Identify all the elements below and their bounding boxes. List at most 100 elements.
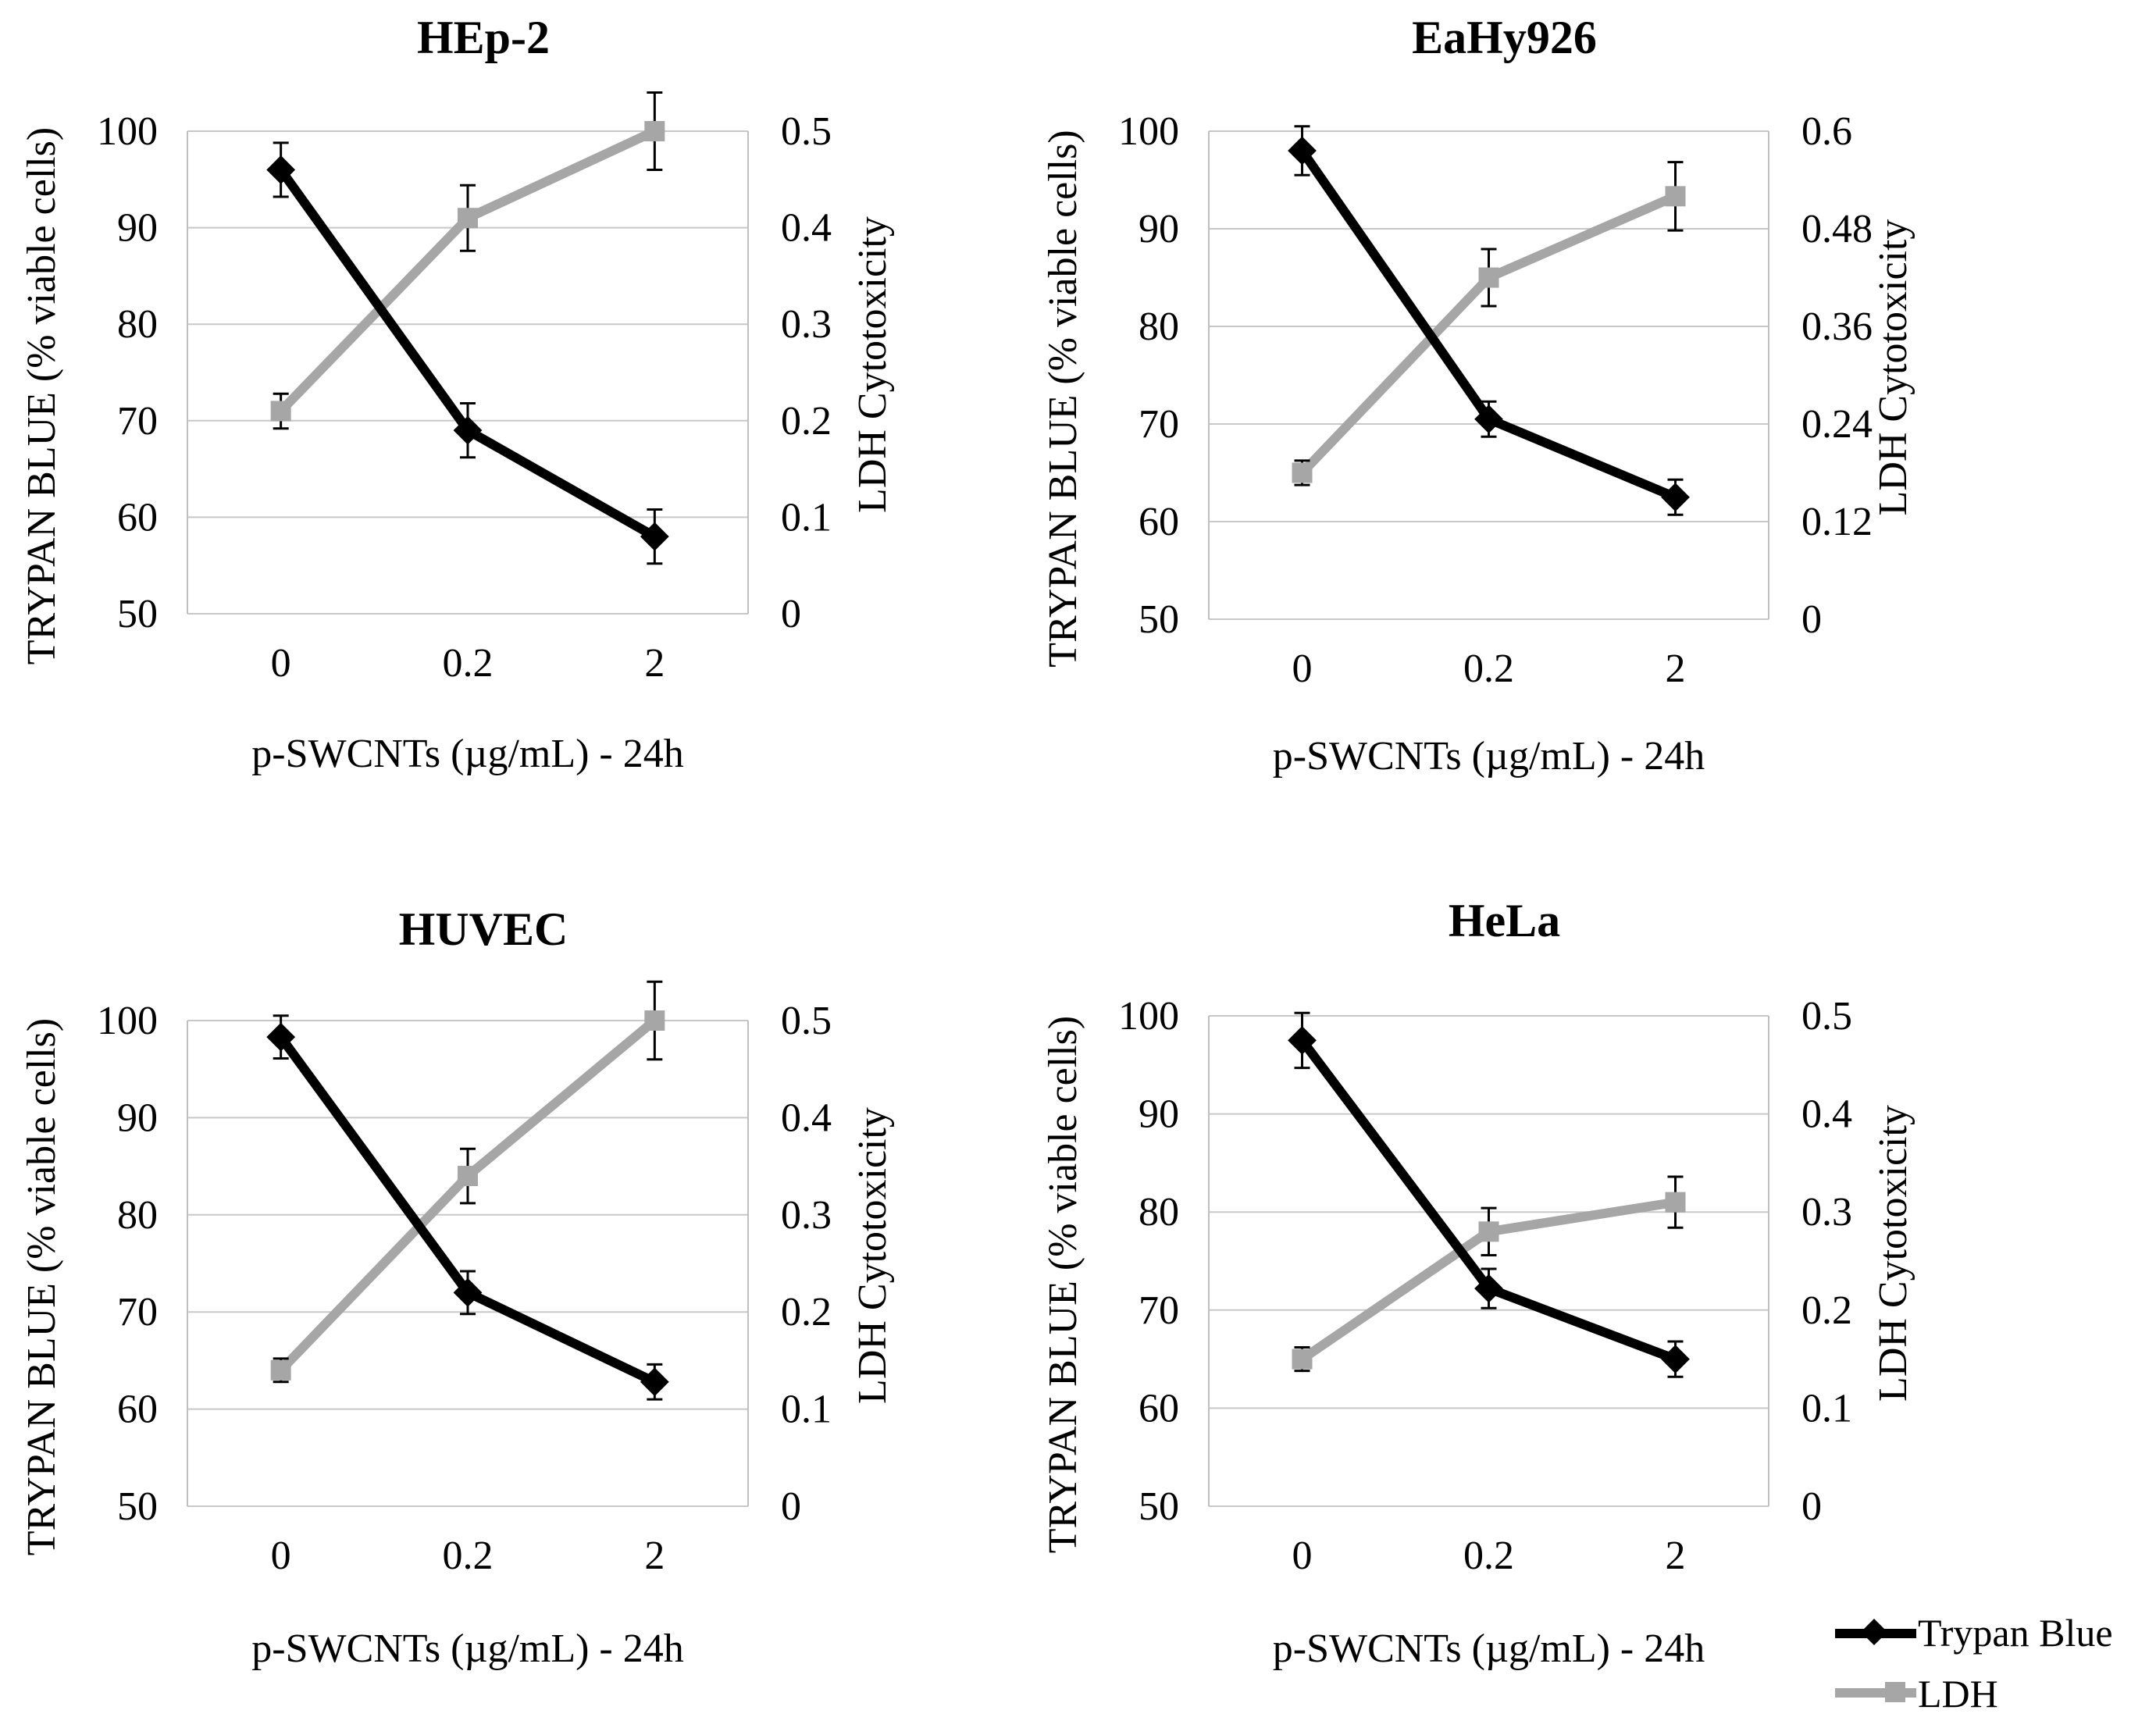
data-point-trypan <box>1474 1274 1503 1303</box>
y-tick-label: 50 <box>117 1484 158 1529</box>
series-line-trypan <box>1298 1037 1677 1364</box>
y-tick-label: 90 <box>117 1096 158 1140</box>
y-tick-label: 50 <box>1139 597 1179 642</box>
y2-tick-label: 0.36 <box>1801 305 1873 349</box>
y-tick-label: 100 <box>97 999 158 1043</box>
y-tick-label: 70 <box>117 399 158 444</box>
y2-axis-label: LDH Cytotoxicity <box>1871 219 1915 516</box>
chart-title: HeLa <box>1449 895 1560 946</box>
x-tick-label: 2 <box>644 641 665 686</box>
data-point-trypan <box>266 1022 296 1052</box>
y-tick-label: 90 <box>1139 1092 1179 1137</box>
y2-tick-label: 0.12 <box>1801 500 1873 544</box>
y2-tick-label: 0 <box>781 592 801 636</box>
y2-tick-label: 0.4 <box>781 1096 832 1140</box>
data-point-ldh <box>270 401 291 422</box>
y-axis-label: TRYPAN BLUE (% viable cells) <box>20 1018 64 1555</box>
chart-title: EaHy926 <box>1412 12 1597 63</box>
legend-marker-trypan <box>1861 1619 1887 1645</box>
y2-tick-label: 0.4 <box>781 206 832 251</box>
y2-tick-label: 0.2 <box>781 1290 832 1334</box>
data-point-trypan <box>640 522 669 551</box>
y2-tick-label: 0.3 <box>781 302 832 347</box>
data-point-ldh <box>458 1166 478 1187</box>
y2-axis-label: LDH Cytotoxicity <box>850 1107 895 1404</box>
legend-marker-ldh <box>1885 1682 1905 1702</box>
y-tick-label: 80 <box>117 1193 158 1238</box>
y2-tick-label: 0.5 <box>1801 994 1852 1039</box>
y2-tick-label: 0.1 <box>781 1388 832 1432</box>
y-tick-label: 100 <box>97 109 158 154</box>
y-tick-label: 60 <box>117 495 158 540</box>
legend: Trypan Blue LDH <box>1835 1611 2113 1716</box>
data-point-trypan <box>640 1367 669 1397</box>
y2-tick-label: 0.5 <box>781 999 832 1043</box>
x-tick-label: 0.2 <box>1463 1534 1514 1578</box>
y2-tick-label: 0.2 <box>1801 1288 1852 1333</box>
data-point-trypan <box>1661 1345 1690 1373</box>
y-tick-label: 80 <box>1139 1190 1179 1235</box>
chart-panel-3: 50 60 70 80 90 100 0 0.1 0.2 0.3 0.4 0.5 0 0.2 2 HeLa p-… <box>1041 895 1915 1671</box>
y2-tick-label: 0.3 <box>1801 1190 1852 1235</box>
data-point-trypan <box>1288 1026 1317 1055</box>
data-point-ldh <box>1478 267 1499 288</box>
y2-tick-label: 0 <box>1801 1484 1822 1529</box>
series-line-trypan <box>1298 148 1677 502</box>
data-point-ldh <box>644 121 665 141</box>
y2-tick-label: 0.5 <box>781 109 832 154</box>
chart-panel-0: 50 60 70 80 90 100 0 0.1 0.2 0.3 0.4 0.5 0 0.2 2 HEp-2 p… <box>20 12 895 776</box>
data-point-trypan <box>1474 404 1503 434</box>
data-point-ldh <box>644 1010 665 1031</box>
x-tick-label: 0 <box>1292 1534 1313 1578</box>
data-point-trypan <box>1288 136 1317 166</box>
chart-title: HEp-2 <box>417 12 550 63</box>
y-tick-label: 80 <box>1139 305 1179 349</box>
y2-tick-label: 0.1 <box>781 495 832 540</box>
data-point-ldh <box>1292 462 1313 483</box>
data-point-ldh <box>1478 1221 1499 1242</box>
y-tick-label: 70 <box>1139 1288 1179 1333</box>
y2-tick-label: 0.6 <box>1801 109 1852 154</box>
y2-tick-label: 0.48 <box>1801 207 1873 251</box>
data-point-ldh <box>458 208 478 229</box>
data-point-ldh <box>1292 1349 1313 1370</box>
y-axis-label: TRYPAN BLUE (% viable cells) <box>1041 1016 1085 1553</box>
x-axis-label: p-SWCNTs (µg/mL) - 24h <box>251 732 684 776</box>
y-axis-label: TRYPAN BLUE (% viable cells) <box>20 127 64 664</box>
x-axis-label: p-SWCNTs (µg/mL) - 24h <box>1273 734 1705 778</box>
y-tick-label: 90 <box>1139 207 1179 251</box>
y-tick-label: 100 <box>1118 994 1179 1039</box>
y-tick-label: 90 <box>117 206 158 251</box>
data-point-ldh <box>270 1359 291 1381</box>
y2-tick-label: 0.24 <box>1801 402 1873 447</box>
y-axis-label: TRYPAN BLUE (% viable cells) <box>1041 130 1085 667</box>
y-tick-label: 80 <box>117 302 158 347</box>
data-point-ldh <box>1665 1192 1686 1213</box>
x-axis-label: p-SWCNTs (µg/mL) - 24h <box>1273 1626 1705 1671</box>
chart-panel-1: 50 60 70 80 90 100 0 0.12 0.24 0.36 0.48 0.6 0 0.2 2 Ea… <box>1041 12 1915 778</box>
series-line-ldh <box>277 126 657 415</box>
y2-tick-label: 0.4 <box>1801 1092 1852 1137</box>
y-tick-label: 70 <box>1139 402 1179 447</box>
y2-tick-label: 0 <box>781 1484 801 1529</box>
series-line-trypan <box>276 1034 657 1387</box>
x-tick-label: 2 <box>644 1534 665 1578</box>
x-tick-label: 0.2 <box>443 641 494 686</box>
y-tick-label: 60 <box>1139 1386 1179 1430</box>
data-point-trypan <box>266 155 296 184</box>
x-tick-label: 0 <box>1292 647 1313 691</box>
y-tick-label: 50 <box>117 592 158 636</box>
y-tick-label: 50 <box>1139 1484 1179 1529</box>
y-tick-label: 70 <box>117 1290 158 1334</box>
x-tick-label: 2 <box>1666 1534 1686 1578</box>
x-tick-label: 0.2 <box>443 1534 494 1578</box>
data-point-ldh <box>1665 186 1686 207</box>
data-point-trypan <box>453 415 483 445</box>
y-tick-label: 60 <box>117 1388 158 1432</box>
y2-tick-label: 0.1 <box>1801 1386 1852 1430</box>
legend-label-ldh: LDH <box>1918 1672 1998 1716</box>
y2-tick-label: 0 <box>1801 597 1822 642</box>
legend-label-trypan: Trypan Blue <box>1918 1611 2113 1655</box>
chart-panel-2: 50 60 70 80 90 100 0 0.1 0.2 0.3 0.4 0.5 0 0.2 2 HUVEC p… <box>20 903 895 1671</box>
